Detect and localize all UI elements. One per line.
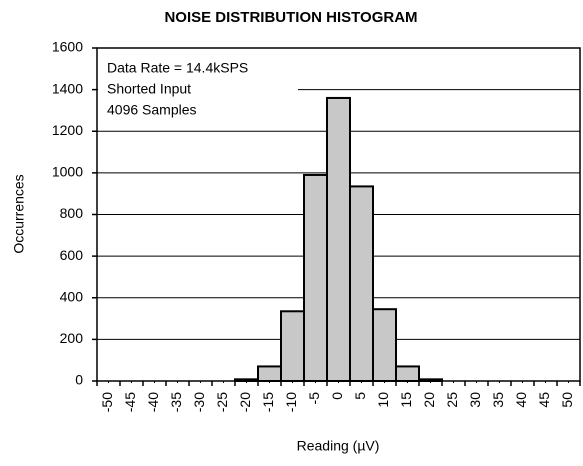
bar — [303, 173, 328, 382]
y-tick-label: 1200 — [52, 122, 83, 138]
x-tick-label: -40 — [145, 392, 161, 412]
annotation: 4096 Samples — [107, 102, 197, 118]
bar — [326, 96, 351, 382]
x-tick-label: 40 — [513, 392, 529, 408]
x-tick-label: 10 — [375, 392, 391, 408]
bar — [349, 185, 374, 382]
y-tick-label: 1600 — [52, 39, 83, 55]
y-tick-label: 1000 — [52, 164, 83, 180]
x-tick-label: 15 — [398, 392, 414, 408]
x-tick-label: -35 — [168, 392, 184, 412]
bar — [395, 365, 420, 382]
x-tick-label: 20 — [421, 392, 437, 408]
y-tick-label: 800 — [60, 205, 84, 221]
x-tick-label: 25 — [444, 392, 460, 408]
x-tick-label: -20 — [237, 392, 253, 412]
y-axis-label: Occurrences — [11, 174, 27, 253]
x-tick-label: -45 — [122, 392, 138, 412]
plot-frame — [96, 47, 581, 382]
annotation-box — [98, 49, 298, 121]
x-tick-label: -5 — [306, 392, 322, 405]
annotation: Shorted Input — [107, 81, 191, 97]
x-tick-label: -25 — [214, 392, 230, 412]
x-tick-label: 45 — [536, 392, 552, 408]
x-tick-label: -30 — [191, 392, 207, 412]
x-tick-label: 50 — [559, 392, 575, 408]
bar — [280, 310, 305, 383]
y-tick-label: 400 — [60, 288, 84, 304]
x-tick-label: -50 — [99, 392, 115, 412]
x-tick-label: 0 — [329, 392, 345, 400]
bar — [372, 308, 397, 382]
bar — [257, 365, 282, 382]
x-axis-label: Reading (µV) — [297, 438, 380, 454]
chart-title: NOISE DISTRIBUTION HISTOGRAM — [164, 9, 417, 26]
y-tick-label: 200 — [60, 330, 84, 346]
x-tick-label: 35 — [490, 392, 506, 408]
y-tick-label: 600 — [60, 247, 84, 263]
x-tick-label: -15 — [260, 392, 276, 412]
x-tick-label: 5 — [352, 392, 368, 400]
y-tick-label: 0 — [75, 372, 83, 388]
y-tick-label: 1400 — [52, 80, 83, 96]
x-tick-label: -10 — [283, 392, 299, 412]
annotation: Data Rate = 14.4kSPS — [107, 60, 248, 76]
x-tick-label: 30 — [467, 392, 483, 408]
